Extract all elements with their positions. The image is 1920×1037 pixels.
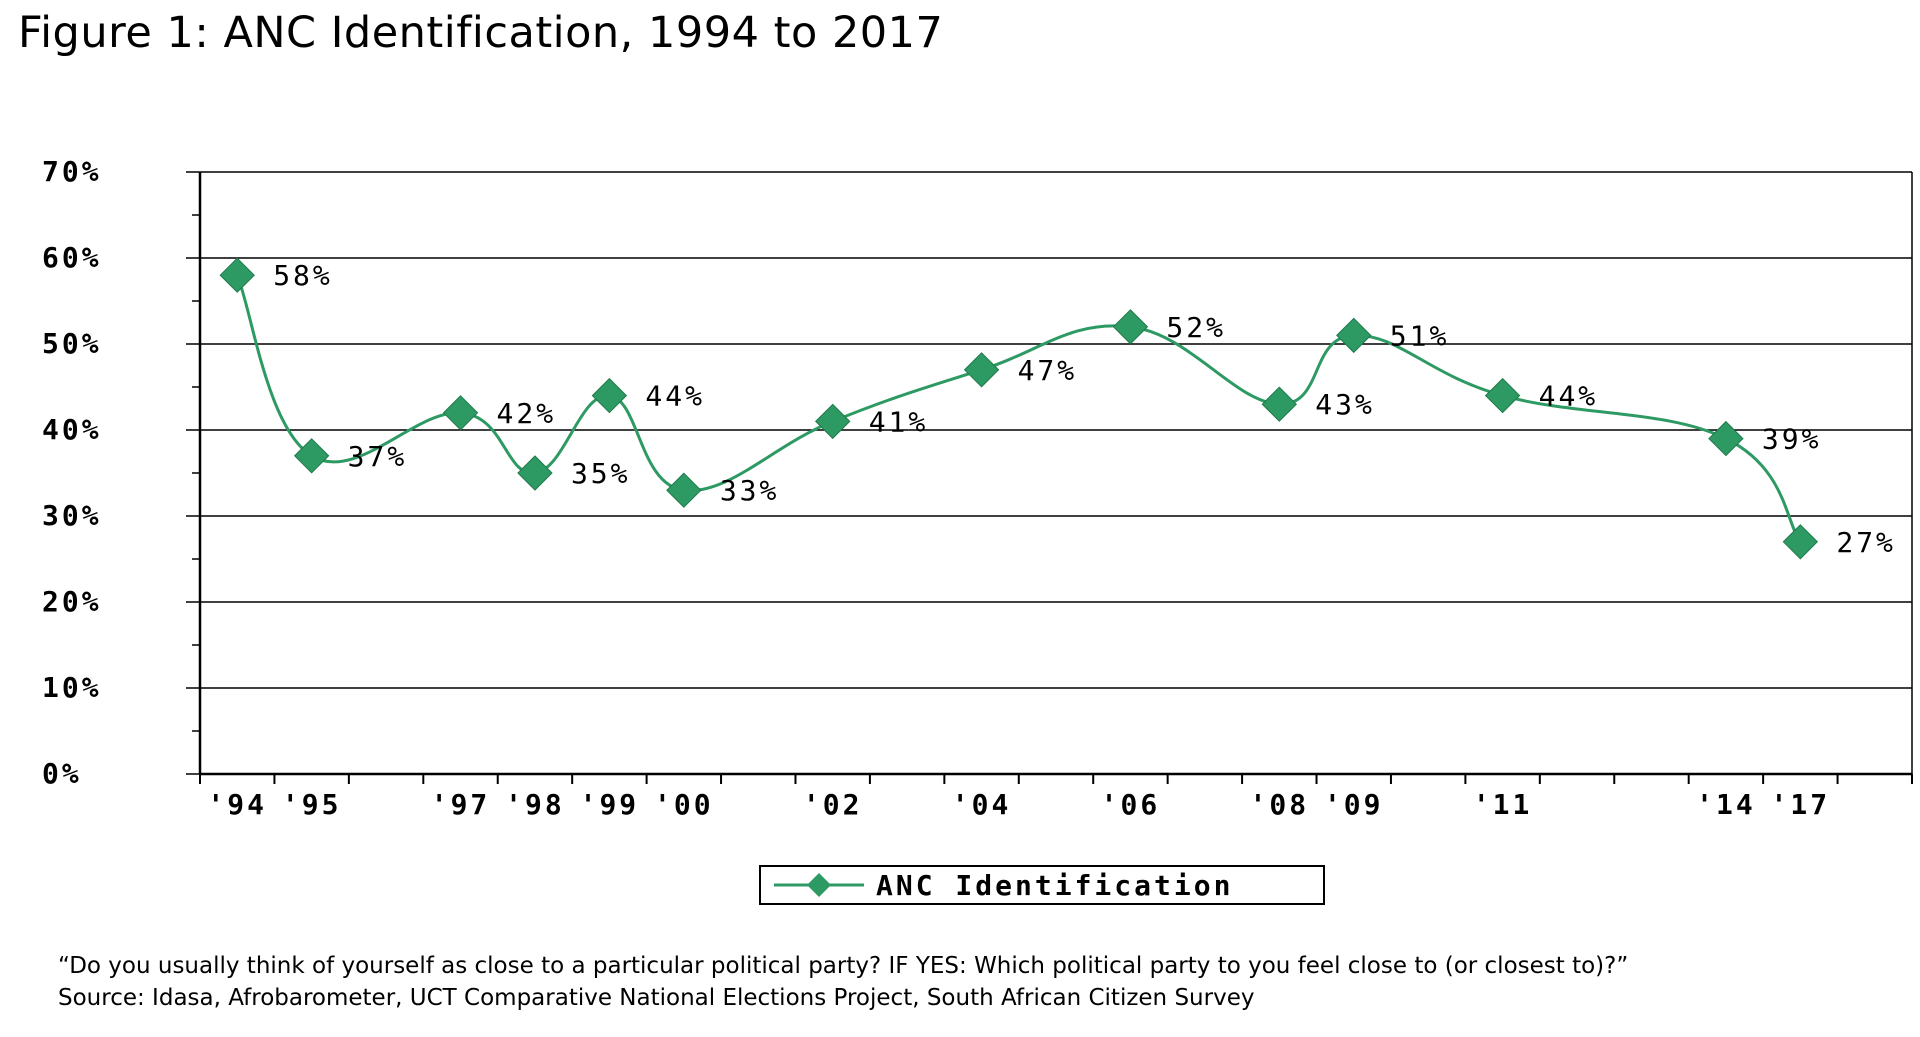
data-label: 43% (1315, 388, 1375, 421)
y-tick-label: 40% (42, 413, 102, 446)
data-point-marker (1484, 377, 1521, 414)
y-tick-label: 60% (42, 241, 102, 274)
x-tick-label: '99 (580, 788, 640, 821)
y-tick-label: 30% (42, 499, 102, 532)
series-anc-identification: 58% 37% 42% 35% 44% 33% 41% 47% 52% 43% 51% 44% 39% 2… (219, 257, 1896, 560)
source-line: Source: Idasa, Afrobarometer, UCT Compar… (58, 985, 1255, 1011)
x-tick-label: '08 (1250, 788, 1310, 821)
data-point-marker (666, 472, 702, 508)
x-tick-label: '02 (803, 788, 863, 821)
data-point-marker (1336, 317, 1372, 354)
x-tick-label: '95 (282, 788, 342, 821)
x-axis-labels: '94 '95 '97 '98 '99 '00 '02 '04 '06 '08 '09 '11 '14 '… (207, 788, 1831, 821)
x-tick-label: '94 (207, 788, 267, 821)
data-point-marker (591, 377, 628, 414)
data-point-marker (293, 438, 330, 474)
page-title: Figure 1: ANC Identification, 1994 to 20… (18, 8, 944, 58)
legend-marker (807, 873, 831, 897)
line-chart: 0%10%20%30%40%50%60%70% '94'95'97'98'99 '… (42, 155, 1913, 905)
x-tick-label: '97 (431, 788, 491, 821)
x-tick-label: '17 (1771, 788, 1831, 821)
data-point-marker (1782, 524, 1819, 560)
data-label: 44% (645, 380, 705, 413)
data-label: 42% (497, 397, 557, 430)
x-tick-label: '00 (654, 788, 714, 821)
data-label: 47% (1018, 354, 1078, 387)
data-point-marker (517, 455, 553, 491)
y-axis-labels: 0% 10% 20% 30% 40% 50% 60% 70% (42, 155, 102, 790)
legend-label: ANC Identification (876, 869, 1233, 902)
x-tick-label: '04 (952, 788, 1012, 821)
survey-question: “Do you usually think of yourself as clo… (58, 953, 1629, 979)
data-label: 52% (1166, 311, 1226, 344)
data-label: 44% (1539, 380, 1599, 413)
x-tick-label: '14 (1696, 788, 1756, 821)
data-point-marker (1112, 309, 1149, 345)
data-label: 35% (571, 457, 631, 490)
data-point-marker (814, 403, 851, 440)
data-point-marker (963, 352, 1000, 388)
data-point-marker (1261, 386, 1298, 422)
chart-note: “Do you usually think of yourself as clo… (58, 950, 1628, 1014)
x-tick-label: '11 (1473, 788, 1533, 821)
axes (186, 171, 1913, 784)
data-point-marker (442, 395, 479, 431)
data-label: 33% (720, 474, 780, 507)
data-point-marker (1708, 420, 1744, 457)
data-label: 37% (348, 440, 408, 473)
y-tick-label: 50% (42, 327, 102, 360)
y-tick-label: 0% (42, 757, 82, 790)
data-label: 27% (1836, 526, 1896, 559)
legend: ANC Identification (759, 865, 1325, 905)
y-tick-label: 10% (42, 671, 102, 704)
data-label: 51% (1390, 319, 1450, 352)
x-tick-label: '09 (1324, 788, 1384, 821)
data-label: 39% (1762, 423, 1822, 456)
data-label: 41% (869, 405, 929, 438)
x-tick-label: '98 (505, 788, 565, 821)
grid (200, 171, 1912, 775)
x-tick-label: '06 (1101, 788, 1161, 821)
y-tick-label: 20% (42, 585, 102, 618)
y-tick-label: 70% (42, 155, 102, 188)
data-label: 58% (273, 259, 333, 292)
data-point-marker (219, 257, 255, 293)
